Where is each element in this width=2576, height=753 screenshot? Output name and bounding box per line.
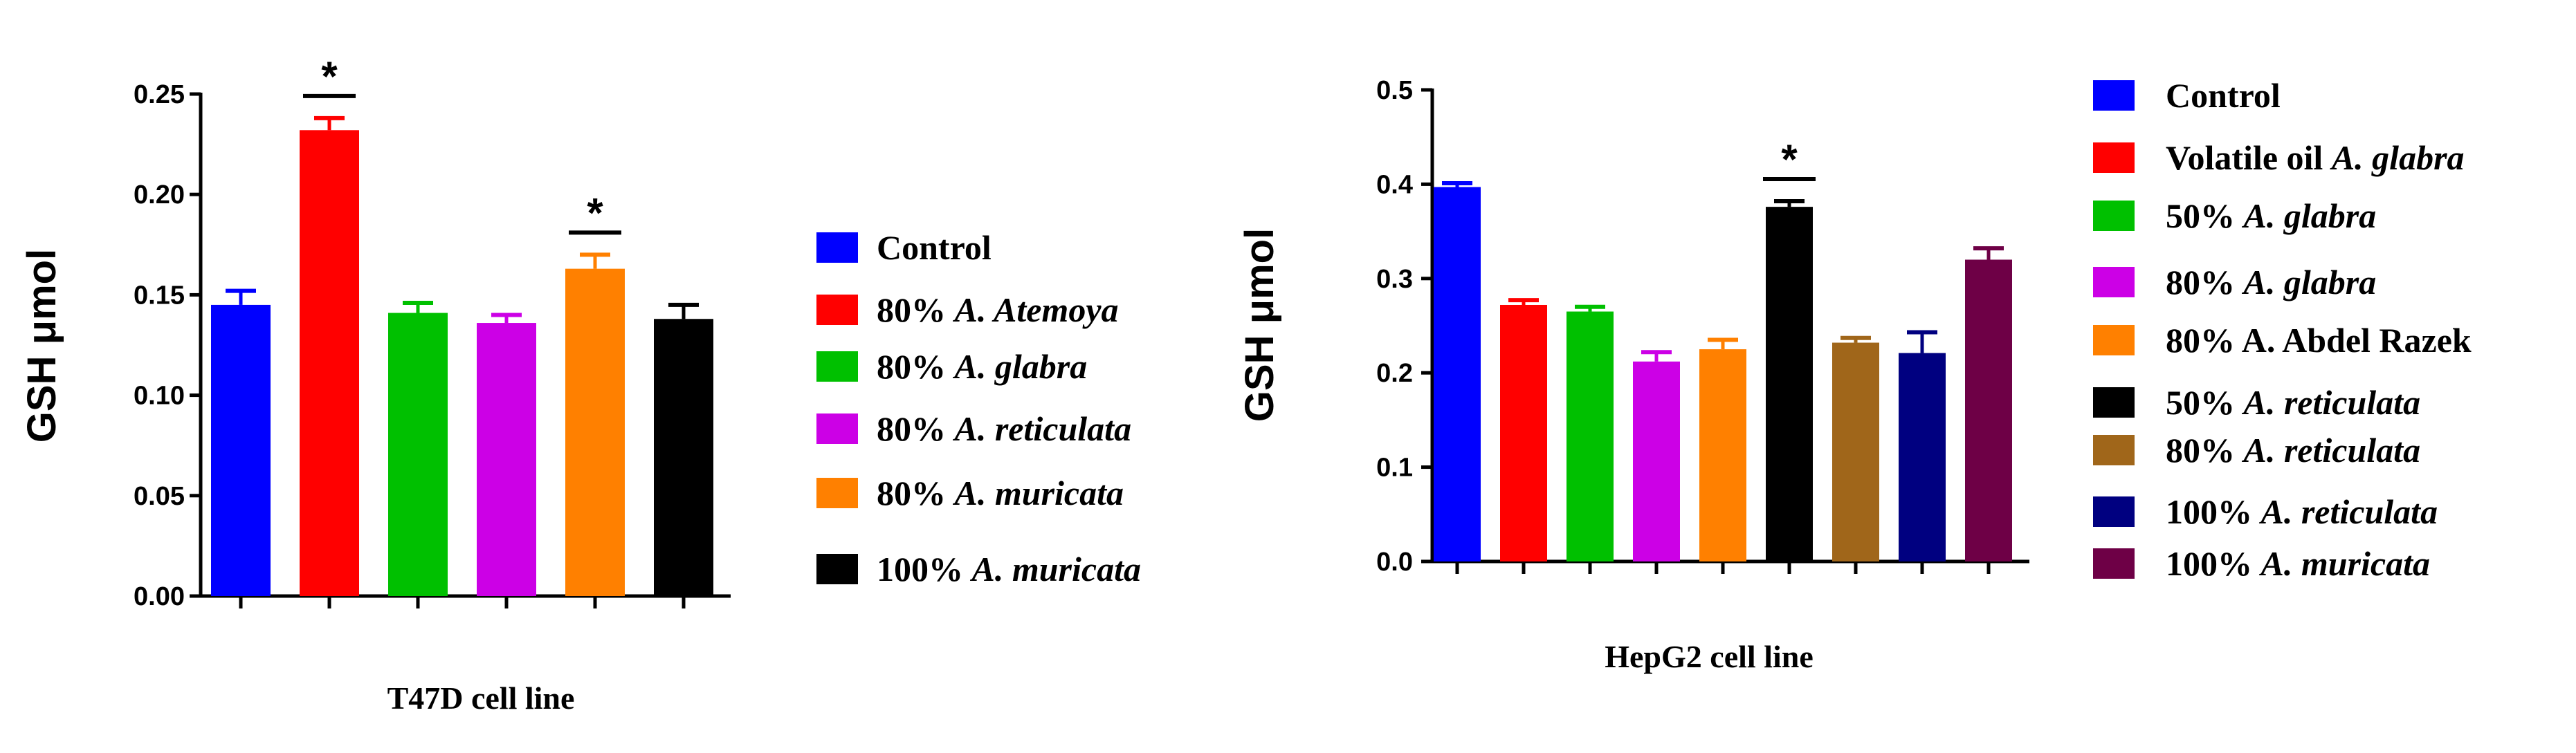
legend-label: 100% A. muricata xyxy=(2166,544,2430,583)
y-tick-label: 0.00 xyxy=(134,582,185,611)
legend-label-species: A. glabra xyxy=(2242,263,2377,301)
legend-swatch xyxy=(2093,142,2135,173)
legend-label-text: 100% xyxy=(877,550,972,588)
significance-star: * xyxy=(587,189,603,236)
y-tick-label: 0.20 xyxy=(134,180,185,210)
legend-label-text: 50% xyxy=(2166,196,2244,235)
legend-label-species: A. muricata xyxy=(970,550,1141,588)
legend-label: Control xyxy=(2166,76,2281,115)
legend-label: 50% A. reticulata xyxy=(2166,383,2420,422)
bar-3 xyxy=(388,313,448,596)
legend-swatch xyxy=(2093,80,2135,111)
bar-5 xyxy=(565,268,625,596)
legend-label-text: 80% xyxy=(877,290,955,329)
y-tick-label: 0.10 xyxy=(134,382,185,411)
bar-7 xyxy=(1832,342,1879,561)
legend-label: 80% A. reticulata xyxy=(877,409,1131,448)
legend-label: 80% A. Atemoya xyxy=(877,290,1119,329)
x-axis-title: HepG2 cell line xyxy=(1605,639,1814,674)
x-axis-title: T47D cell line xyxy=(387,680,575,716)
y-tick-label: 0.3 xyxy=(1376,265,1413,294)
legend-label-text: Control xyxy=(2166,76,2281,115)
legend-swatch xyxy=(816,351,858,382)
legend-label-text: 80% A. Abdel Razek xyxy=(2166,321,2472,360)
legend-swatch xyxy=(816,413,858,444)
legend-label: 100% A. muricata xyxy=(877,550,1141,588)
y-tick-label: 0.4 xyxy=(1376,170,1413,199)
bar-3 xyxy=(1566,311,1614,561)
legend-label: 50% A. glabra xyxy=(2166,196,2376,235)
legend-label-text: Control xyxy=(877,228,992,267)
legend-swatch xyxy=(816,295,858,325)
legend-label-text: 80% xyxy=(877,347,955,386)
legend-label: 80% A. reticulata xyxy=(2166,431,2420,470)
legend-swatch xyxy=(2093,435,2135,465)
y-tick-label: 0.15 xyxy=(134,281,185,310)
y-tick-label: 0.0 xyxy=(1376,548,1413,577)
legend-label-text: 80% xyxy=(877,409,955,448)
bar-5 xyxy=(1699,349,1746,561)
legend-label-species: A. reticulata xyxy=(2259,492,2438,531)
legend-swatch xyxy=(2093,267,2135,297)
bar-8 xyxy=(1899,353,1946,561)
y-tick-label: 0.5 xyxy=(1376,76,1413,105)
legend-label: Volatile oil A. glabra xyxy=(2166,138,2465,177)
legend-swatch xyxy=(816,554,858,584)
legend-label: 80% A. glabra xyxy=(877,347,1087,386)
y-axis-title: GSH μmol xyxy=(1237,228,1282,422)
bar-6 xyxy=(1766,207,1813,561)
significance-star: * xyxy=(321,53,338,100)
legend-label-text: 100% xyxy=(2166,544,2261,583)
legend-label-species: A. reticulata xyxy=(2242,383,2421,422)
legend-label: Control xyxy=(877,228,992,267)
legend-label-species: A. glabra xyxy=(2242,196,2377,235)
legend-label-species: A. reticulata xyxy=(953,409,1132,448)
legend-label-species: A. Atemoya xyxy=(953,290,1119,329)
legend-label-text: 50% xyxy=(2166,383,2244,422)
bar-2 xyxy=(1500,304,1547,561)
legend-swatch xyxy=(2093,325,2135,355)
y-tick-label: 0.1 xyxy=(1376,454,1413,483)
legend-label-text: Volatile oil xyxy=(2166,138,2332,177)
legend-swatch xyxy=(816,478,858,508)
bar-4 xyxy=(477,323,536,596)
bar-9 xyxy=(1965,259,2012,561)
bar-4 xyxy=(1633,361,1680,561)
chart-2: 0.0 0.1 0.2 0.3 0.4 0.5 GSH μmol HepG2 cell lin… xyxy=(1237,76,2472,674)
legend-label-species: A. glabra xyxy=(953,347,1088,386)
legend-swatch xyxy=(816,232,858,263)
y-axis-title: GSH μmol xyxy=(19,249,64,443)
legend-swatch xyxy=(2093,496,2135,527)
bar-1 xyxy=(211,304,271,596)
legend-label-species: A. muricata xyxy=(953,474,1124,512)
legend-label-species: A. muricata xyxy=(2259,544,2430,583)
legend-label-text: 80% xyxy=(2166,263,2244,301)
legend-label-text: 80% xyxy=(877,474,955,512)
legend-label: 80% A. Abdel Razek xyxy=(2166,321,2472,360)
chart-1: 0.00 0.05 0.10 0.15 0.20 0.25 GSH μmol T47D cel… xyxy=(19,53,1141,716)
legend-label-species: A. glabra xyxy=(2330,138,2465,177)
legend-swatch xyxy=(2093,548,2135,579)
y-tick-label: 0.2 xyxy=(1376,359,1413,388)
bar-6 xyxy=(654,319,713,596)
legend-label: 80% A. muricata xyxy=(877,474,1124,512)
legend-label: 80% A. glabra xyxy=(2166,263,2376,301)
bar-2 xyxy=(300,130,359,597)
significance-star: * xyxy=(1781,136,1798,183)
legend-label-species: A. reticulata xyxy=(2242,431,2421,470)
bar-1 xyxy=(1434,187,1481,561)
legend-swatch xyxy=(2093,201,2135,231)
legend-label-text: 80% xyxy=(2166,431,2244,470)
legend-label: 100% A. reticulata xyxy=(2166,492,2438,531)
y-tick-label: 0.05 xyxy=(134,482,185,511)
y-tick-label: 0.25 xyxy=(134,80,185,109)
legend-swatch xyxy=(2093,387,2135,418)
legend-label-text: 100% xyxy=(2166,492,2261,531)
